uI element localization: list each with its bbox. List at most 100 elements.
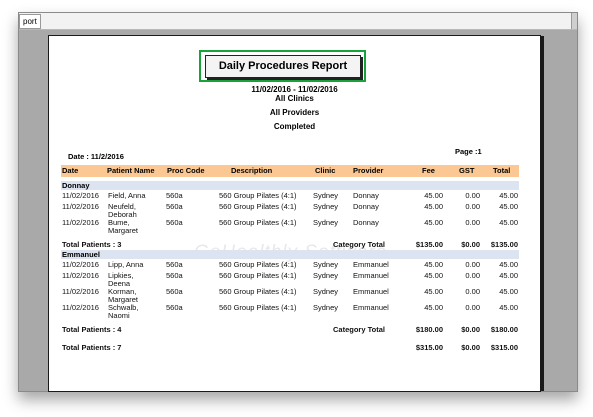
row-date: 11/02/2016 xyxy=(62,191,99,200)
provider-group-band: Emmanuel xyxy=(61,250,519,259)
page-number: Page :1 xyxy=(455,147,482,156)
row-fee: 45.00 xyxy=(424,287,443,296)
provider-header: Provider xyxy=(353,166,384,175)
row-proc-code: 560a xyxy=(166,260,183,269)
row-patient-name: Bume, xyxy=(108,218,130,227)
row-gst: 0.00 xyxy=(465,191,480,200)
proc-code-header: Proc Code xyxy=(167,166,205,175)
title-highlight: Daily Procedures Report xyxy=(199,50,366,82)
table-header: Date Patient Name Proc Code Description Clin… xyxy=(61,165,519,177)
fee-header: Fee xyxy=(422,166,435,175)
row-fee: 45.00 xyxy=(424,271,443,280)
gst-header: GST xyxy=(459,166,475,175)
row-patient-name: Margaret xyxy=(108,295,139,304)
row-date: 11/02/2016 xyxy=(62,287,99,296)
row-provider: Emmanuel xyxy=(353,287,389,296)
row-clinic: Sydney xyxy=(313,202,339,211)
row-description: 560 Group Pilates (4:1) xyxy=(219,287,297,296)
row-fee: 45.00 xyxy=(424,303,443,312)
row-gst: 0.00 xyxy=(465,303,480,312)
group-total-patients: Total Patients : 4 xyxy=(62,325,122,334)
row-fee: 45.00 xyxy=(424,191,443,200)
row-patient-name: Deborah xyxy=(108,210,137,219)
row-proc-code: 560a xyxy=(166,218,183,227)
clinics-filter: All Clinics xyxy=(275,94,314,103)
row-gst: 0.00 xyxy=(465,218,480,227)
date-range: 11/02/2016 - 11/02/2016 xyxy=(251,85,338,94)
report-viewer-window: port Daily Procedures Report 11/02/2016 … xyxy=(18,12,578,392)
row-description: 560 Group Pilates (4:1) xyxy=(219,218,297,227)
row-fee: 45.00 xyxy=(424,202,443,211)
total-header: Total xyxy=(493,166,511,175)
clinic-header: Clinic xyxy=(315,166,336,175)
grand-total-patients: Total Patients : 7 xyxy=(62,343,122,352)
row-total: 45.00 xyxy=(499,303,518,312)
row-patient-name: Schwalb, xyxy=(108,303,139,312)
row-date: 11/02/2016 xyxy=(62,202,99,211)
row-patient-name: Deena xyxy=(108,279,131,288)
row-provider: Donnay xyxy=(353,218,379,227)
row-description: 560 Group Pilates (4:1) xyxy=(219,202,297,211)
row-total: 45.00 xyxy=(499,202,518,211)
status-filter: Completed xyxy=(273,122,316,131)
viewer-toolbar: port xyxy=(19,13,577,30)
row-total: 45.00 xyxy=(499,260,518,269)
grand-gst-total: $0.00 xyxy=(461,343,480,352)
row-provider: Donnay xyxy=(353,202,379,211)
group-grand-total: $135.00 xyxy=(490,240,518,249)
row-patient-name: Lipkies, xyxy=(108,271,134,280)
row-provider: Emmanuel xyxy=(353,303,389,312)
row-gst: 0.00 xyxy=(465,202,480,211)
grand-total: $315.00 xyxy=(490,343,518,352)
row-date: 11/02/2016 xyxy=(62,218,99,227)
row-date: 11/02/2016 xyxy=(62,303,99,312)
group-fee-total: $135.00 xyxy=(415,240,443,249)
provider-group-name: Donnay xyxy=(62,181,90,190)
providers-filter: All Providers xyxy=(269,108,320,117)
report-page: Daily Procedures Report 11/02/2016 - 11/… xyxy=(49,36,540,391)
group-grand-total: $180.00 xyxy=(490,325,518,334)
row-gst: 0.00 xyxy=(465,260,480,269)
report-date: Date : 11/2/2016 xyxy=(68,152,124,161)
group-gst-total: $0.00 xyxy=(461,240,480,249)
row-total: 45.00 xyxy=(499,271,518,280)
row-fee: 45.00 xyxy=(424,218,443,227)
row-patient-name: Lipp, Anna xyxy=(108,260,144,269)
row-proc-code: 560a xyxy=(166,303,183,312)
category-total-label: Category Total xyxy=(333,325,385,334)
row-clinic: Sydney xyxy=(313,287,339,296)
report-tab[interactable]: port xyxy=(19,14,41,29)
row-provider: Donnay xyxy=(353,191,379,200)
row-proc-code: 560a xyxy=(166,271,183,280)
row-description: 560 Group Pilates (4:1) xyxy=(219,303,297,312)
category-total-label: Category Total xyxy=(333,240,385,249)
row-patient-name: Field, Anna xyxy=(108,191,146,200)
row-description: 560 Group Pilates (4:1) xyxy=(219,260,297,269)
row-total: 45.00 xyxy=(499,287,518,296)
group-gst-total: $0.00 xyxy=(461,325,480,334)
row-date: 11/02/2016 xyxy=(62,271,99,280)
patient-name-header: Patient Name xyxy=(107,166,155,175)
row-clinic: Sydney xyxy=(313,260,339,269)
row-gst: 0.00 xyxy=(465,271,480,280)
row-fee: 45.00 xyxy=(424,260,443,269)
row-proc-code: 560a xyxy=(166,191,183,200)
row-total: 45.00 xyxy=(499,191,518,200)
report-title: Daily Procedures Report xyxy=(205,55,361,78)
row-description: 560 Group Pilates (4:1) xyxy=(219,191,297,200)
row-provider: Emmanuel xyxy=(353,271,389,280)
grand-fee-total: $315.00 xyxy=(415,343,443,352)
toolbar-scroll-handle[interactable] xyxy=(571,13,577,29)
description-header: Description xyxy=(231,166,273,175)
date-header: Date xyxy=(62,166,79,175)
row-provider: Emmanuel xyxy=(353,260,389,269)
provider-group-band: Donnay xyxy=(61,181,519,190)
row-clinic: Sydney xyxy=(313,303,339,312)
row-patient-name: Naomi xyxy=(108,311,130,320)
group-total-patients: Total Patients : 3 xyxy=(62,240,122,249)
row-proc-code: 560a xyxy=(166,202,183,211)
row-clinic: Sydney xyxy=(313,191,339,200)
row-proc-code: 560a xyxy=(166,287,183,296)
group-fee-total: $180.00 xyxy=(415,325,443,334)
row-clinic: Sydney xyxy=(313,271,339,280)
